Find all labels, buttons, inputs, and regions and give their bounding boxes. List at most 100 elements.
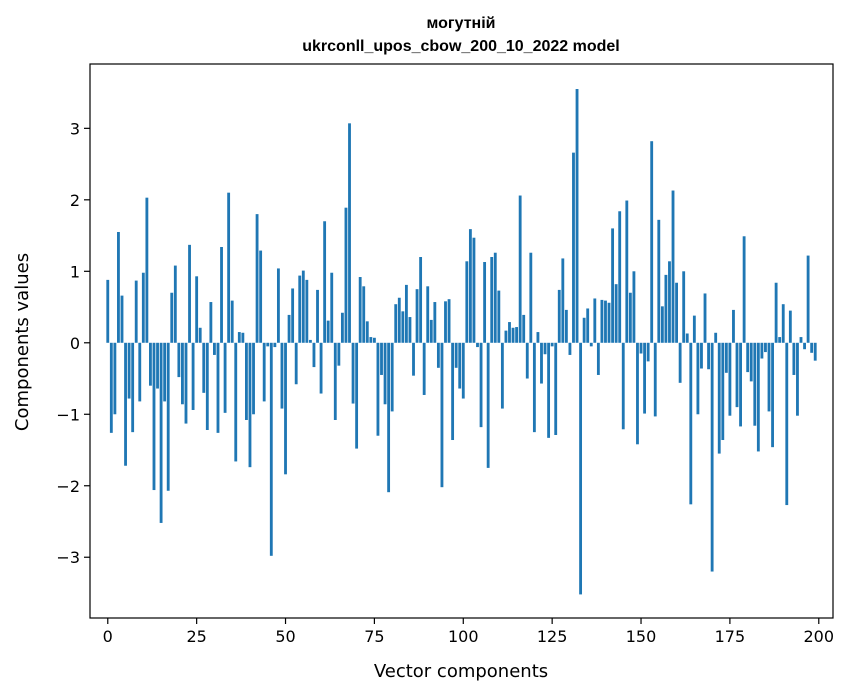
bar xyxy=(156,342,159,389)
x-tick-label: 150 xyxy=(626,627,657,646)
bar xyxy=(447,299,451,343)
bar xyxy=(710,342,714,572)
bar xyxy=(220,247,223,343)
bar xyxy=(387,342,391,493)
bar xyxy=(504,330,508,343)
bar xyxy=(746,342,750,373)
bar xyxy=(234,342,238,462)
bar xyxy=(675,282,678,343)
bar xyxy=(774,282,778,343)
y-tick-label: 1 xyxy=(70,262,80,281)
x-tick-label: 125 xyxy=(537,627,568,646)
bar xyxy=(671,190,675,343)
bar xyxy=(628,292,632,343)
bar xyxy=(803,342,806,350)
bar xyxy=(682,271,686,343)
bar xyxy=(486,342,490,468)
bar xyxy=(643,342,646,414)
bar xyxy=(678,342,682,383)
bar xyxy=(397,297,401,343)
bar xyxy=(572,152,575,343)
bar xyxy=(778,337,782,343)
bar xyxy=(557,289,561,343)
bar xyxy=(109,342,113,433)
bar xyxy=(550,342,554,347)
bar xyxy=(724,342,728,373)
x-tick-label: 25 xyxy=(186,627,206,646)
bar xyxy=(127,342,131,399)
bar xyxy=(518,195,522,343)
bar xyxy=(472,237,476,343)
bar xyxy=(728,342,732,416)
bar xyxy=(799,337,803,343)
bar xyxy=(362,286,366,343)
bar xyxy=(380,342,383,375)
bar xyxy=(604,300,607,343)
bar xyxy=(540,342,543,384)
bar xyxy=(436,342,440,368)
bar xyxy=(358,277,362,343)
x-tick-label: 200 xyxy=(804,627,835,646)
bar xyxy=(703,293,707,343)
bar xyxy=(792,342,796,375)
bar xyxy=(273,342,277,348)
bar xyxy=(355,342,359,449)
bar xyxy=(664,274,668,343)
chart-title: могутній ukrconll_upos_cbow_200_10_2022 … xyxy=(302,15,619,55)
bar xyxy=(653,342,657,417)
bar xyxy=(163,342,167,402)
bar xyxy=(433,302,437,343)
bar xyxy=(813,342,817,361)
bar xyxy=(685,333,689,343)
bar xyxy=(511,327,515,343)
bar xyxy=(348,123,351,343)
bar xyxy=(689,342,693,505)
bar xyxy=(337,342,341,366)
bar xyxy=(497,290,501,343)
bar xyxy=(579,342,583,595)
bar xyxy=(124,342,127,466)
bar xyxy=(301,270,305,343)
bar xyxy=(756,342,760,452)
bar xyxy=(149,342,152,386)
bar xyxy=(188,244,191,343)
bar xyxy=(721,342,725,441)
bar xyxy=(159,342,163,523)
bar xyxy=(749,342,753,382)
bar xyxy=(596,342,600,375)
bar xyxy=(717,342,721,454)
x-axis-label: Vector components xyxy=(374,661,548,682)
bar xyxy=(113,342,117,415)
bar xyxy=(312,342,316,368)
bar xyxy=(600,299,604,343)
bar xyxy=(660,306,664,343)
bar xyxy=(262,342,266,402)
y-tick-label: 2 xyxy=(70,191,80,210)
bar xyxy=(760,342,764,359)
bar xyxy=(365,321,369,343)
bar xyxy=(376,342,380,436)
bar xyxy=(536,332,540,343)
bar xyxy=(255,214,259,343)
bar xyxy=(294,342,298,385)
bar xyxy=(269,342,273,556)
bar xyxy=(582,317,586,343)
bar xyxy=(344,207,348,343)
bar xyxy=(372,337,376,343)
bar xyxy=(632,271,636,343)
bar xyxy=(145,197,149,343)
bar xyxy=(785,342,789,506)
bar xyxy=(444,301,447,343)
bar xyxy=(323,221,327,343)
bar xyxy=(650,141,654,343)
bar xyxy=(564,309,568,343)
bar xyxy=(522,314,526,343)
bar xyxy=(493,252,497,343)
bar xyxy=(611,228,615,343)
plot-frame xyxy=(89,63,834,619)
bar xyxy=(586,308,590,343)
bar xyxy=(458,342,462,389)
bar xyxy=(468,229,472,343)
bar xyxy=(621,342,625,430)
bar xyxy=(184,342,188,424)
